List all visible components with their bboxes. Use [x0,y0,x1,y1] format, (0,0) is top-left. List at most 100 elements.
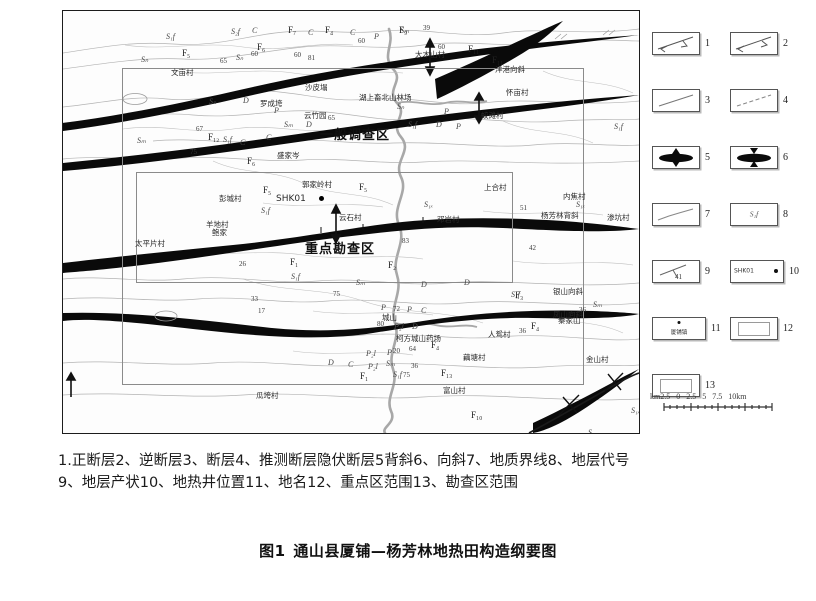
map-stratum-code: S₁f [393,370,403,379]
map-stratum-code: P₂l [394,322,404,331]
map-fault-id: F₃ [515,290,524,300]
map-stratum-code: P [407,305,412,314]
legend-dip-value-text: 41 [675,272,682,281]
legend-symbol-geological-boundary-icon [652,202,700,226]
map-stratum-code: S₁f [166,32,176,41]
map-stratum-code: P [381,303,386,312]
map-dip-number: 60 [251,50,258,58]
map-stratum-code: C [421,306,427,315]
map-fault-id: F₄ [431,340,440,350]
map-dip-number: 36 [579,306,586,314]
legend-item-survey-area-extent: 13 [652,372,730,398]
map-place-name: 郭家岭村 [302,180,332,189]
map-dip-number: 60 [294,51,301,59]
scale-tick-label: 7.5 [712,392,723,401]
map-place-name: 羊地村 [206,220,229,229]
map-stratum-code: S₁ₓ [631,406,640,415]
legend-caption: 1.正断层2、逆断层3、断层4、推测断层隐伏断层5背斜6、向斜7、地质界线8、地… [58,450,798,495]
map-stratum-code: P [374,32,379,41]
map-stratum-code: Sₙ [236,53,244,62]
map-dip-number: 67 [196,125,203,133]
legend-item-number: 10 [789,265,799,277]
legend-item-number: 8 [783,208,788,220]
legend-symbol-stratum-attitude-icon: 41 [652,259,700,283]
map-stratum-code: D [328,358,334,367]
map-place-name: 邓岩村 [437,215,460,224]
scale-bar-graphic [663,403,773,411]
map-stratum-code: C [350,28,356,37]
legend-item-number: 9 [705,265,710,277]
legend-symbol-reverse-fault-icon [730,31,778,55]
map-dip-number: 60 [438,43,445,51]
map-legend: 1 2 3 4 5 6 7 S₁f 8 41 9 SHK01 10 厦铺镇 11 12 13 [652,30,810,397]
map-fault-id: F₁₁ [492,55,504,65]
map-place-name: 鲍家 [212,228,227,237]
legend-stratum-code-text: S₁f [749,209,759,219]
map-place-name: 彭城村 [219,194,242,203]
map-dip-number: 75 [333,290,340,298]
map-fault-id: F₄ [325,25,334,35]
map-stratum-code: C [348,360,354,369]
legend-symbol-fault-icon [652,88,700,112]
map-place-name: 湖上畜北山林场 [359,93,412,102]
map-stratum-code: S₁f [261,206,271,215]
map-fault-id: F₅ [182,48,191,58]
map-fault-id: F₁ [360,371,369,381]
legend-item-number: 3 [705,94,710,106]
scale-tick-label: 10km [728,392,747,401]
map-stratum-code: P₂l [366,349,376,358]
map-place-name: 盛家岑 [277,151,300,160]
map-place-name: 城山 [382,313,397,322]
map-place-name: 大木山村 [415,50,445,59]
map-stratum-code: P₂l [368,362,378,371]
map-stratum-code: P [274,106,279,115]
legend-well-dot-icon [774,269,778,273]
legend-item-number: 2 [783,37,788,49]
map-dip-number: 81 [308,54,315,62]
legend-caption-line-1: 1.正断层2、逆断层3、断层4、推测断层隐伏断层5背斜6、向斜7、地质界线8、地… [58,453,630,469]
map-fault-id: F₂ [388,260,397,270]
map-stratum-code: Sₘ [284,120,293,129]
legend-item-stratum-code: S₁f 8 [730,201,808,227]
legend-symbol-inferred-concealed-fault-icon [730,88,778,112]
map-dip-number: 51 [520,204,527,212]
legend-item-number: 12 [783,322,793,334]
map-dip-number: 60 [358,37,365,45]
legend-item-place-name: 厦铺镇 11 [652,315,730,341]
map-stratum-code: S₁ₓ [424,200,434,209]
legend-item-stratum-attitude: 41 9 [652,258,730,284]
map-stratum-code: D [412,322,418,331]
map-dip-number: 17 [258,307,265,315]
legend-item-number: 6 [783,151,788,163]
legend-item-number: 1 [705,37,710,49]
map-place-name: 秦家山 [558,316,581,325]
legend-symbol-key-area-extent-icon [730,316,778,340]
legend-item-inferred-concealed-fault: 4 [730,87,808,113]
map-place-name: 藕塘村 [463,353,486,362]
map-place-name: 上合村 [484,183,507,192]
general-survey-area-label: 一般调查区 [320,128,391,143]
map-stratum-code: C [240,138,246,147]
map-place-name: 云竹园 [304,111,327,120]
map-fault-id: F₉ [399,25,408,35]
legend-item-number: 7 [705,208,710,220]
scale-tick-label: 0 [676,392,681,401]
map-fault-id: F₁ [290,257,299,267]
map-place-name: 怀亩村 [506,88,529,97]
legend-item-key-area-extent: 12 [730,315,808,341]
map-place-name: 文亩村 [171,68,194,77]
legend-item-number: 13 [705,379,715,391]
map-stratum-code: Sₘ [400,26,409,35]
map-stratum-code: Sₘ [137,136,146,145]
map-stratum-code: S₁f [291,272,301,281]
map-stratum-code: C [266,133,272,142]
map-fault-id: F₄ [531,321,540,331]
map-stratum-code: D [436,120,442,129]
map-dip-number: 42 [529,244,536,252]
map-place-name: 太平片村 [135,239,165,248]
map-linework [63,11,639,433]
map-stratum-code: D [306,120,312,129]
map-stratum-code: S₁f [511,290,521,299]
legend-place-name-text: 厦铺镇 [670,329,688,336]
map-stratum-code: D [464,278,470,287]
